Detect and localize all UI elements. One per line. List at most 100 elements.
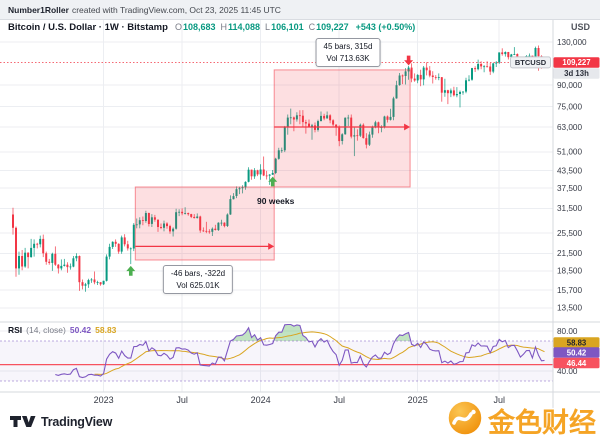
range-label-line: Vol 625.01K	[176, 280, 220, 290]
candle-body	[247, 169, 250, 182]
candle-body	[187, 213, 190, 215]
candle-body	[311, 125, 313, 127]
candle-body	[365, 138, 368, 145]
candle-body	[166, 223, 168, 227]
candle-body	[226, 214, 229, 226]
time-axis-label: 2023	[94, 395, 114, 405]
marker-arrow-up	[268, 176, 278, 187]
candle-body	[347, 117, 350, 119]
rsi-legend: RSI (14, close) 50.42 58.83	[8, 325, 116, 335]
candle-body	[87, 280, 90, 285]
candle-body	[274, 158, 277, 173]
candle-body	[150, 217, 153, 224]
candle-body	[211, 228, 214, 232]
attribution-username: Number1Roller	[8, 4, 69, 15]
candle-body	[202, 230, 205, 232]
rsi-badge-text: 46.44	[567, 359, 587, 368]
candle-body	[483, 66, 486, 68]
candle-body	[21, 256, 24, 267]
ohlc-key: C	[308, 22, 316, 32]
candle-body	[93, 279, 96, 283]
candle-body	[250, 169, 253, 177]
symbol-badge-text: BTCUSD	[515, 58, 547, 67]
price-axis-label: 37,500	[557, 184, 582, 193]
candle-body	[39, 238, 42, 245]
ohlc-value: 114,088	[228, 22, 261, 32]
tradingview-logo[interactable]: TradingView	[10, 414, 112, 429]
candle-body	[507, 52, 510, 58]
candle-body	[217, 222, 220, 231]
rsi-band-fill	[0, 341, 553, 381]
ohlc-low: L 106,101	[265, 22, 304, 32]
price-badge	[553, 57, 600, 68]
candle-body	[298, 115, 301, 117]
candle-body	[480, 64, 483, 67]
rsi-ma-line	[94, 331, 545, 375]
ohlc-key: L	[265, 22, 271, 32]
candle-body	[386, 116, 389, 120]
candle-body	[486, 66, 489, 68]
range-label-line: Vol 713.63K	[326, 53, 370, 63]
candle-body	[238, 188, 241, 190]
candle-body	[401, 75, 404, 77]
candle-body	[389, 116, 392, 120]
candle-body	[359, 124, 362, 136]
candle-body	[75, 256, 78, 259]
candle-body	[36, 243, 39, 245]
candle-body	[510, 54, 513, 58]
time-axis-label: Jul	[176, 395, 188, 405]
rsi-legend-value: 50.42	[69, 325, 92, 335]
candle-body	[289, 117, 292, 119]
price-axis-label: 18,500	[557, 267, 582, 276]
candle-body	[326, 115, 329, 119]
price-axis-label: 75,000	[557, 102, 582, 111]
candle-body	[229, 199, 232, 215]
candle-body	[425, 67, 428, 71]
price-axis-label: 63,000	[557, 123, 582, 132]
candle-body	[144, 213, 147, 221]
candle-body	[175, 212, 178, 229]
price-axis-label: 90,000	[557, 81, 582, 90]
candle-body	[498, 52, 501, 63]
candle-body	[277, 150, 280, 159]
rsi-axis-label: 40.00	[557, 367, 578, 376]
candle-body	[135, 224, 138, 226]
candle-body	[338, 127, 341, 142]
candle-body	[138, 220, 141, 225]
candle-body	[27, 252, 30, 258]
ohlc-high: H 114,088	[221, 22, 261, 32]
ohlc-open: O 108,683	[175, 22, 216, 32]
watermark-jinse-finance: 金色财经	[447, 400, 596, 441]
candle-body	[15, 227, 17, 269]
candle-body	[235, 189, 238, 196]
candle-body	[214, 228, 217, 230]
candle-body	[63, 264, 66, 266]
candle-body	[356, 135, 359, 137]
candle-body	[516, 54, 519, 58]
candle-body	[232, 196, 235, 200]
candle-body	[371, 126, 374, 135]
candle-body	[190, 214, 193, 217]
candle-body	[280, 150, 283, 152]
range-arrow-head	[268, 243, 275, 250]
candle-body	[84, 284, 87, 286]
candle-body	[301, 115, 304, 123]
candle-body	[265, 175, 268, 177]
rsi-legend-name: RSI	[8, 325, 23, 335]
candle-body	[268, 174, 271, 176]
candle-body	[443, 90, 446, 93]
attribution-text: created with TradingView.com, Oct 23, 20…	[71, 4, 281, 15]
candle-body	[374, 122, 377, 127]
candle-body	[368, 134, 371, 145]
candle-body	[304, 122, 307, 124]
ohlc-value: 108,683	[182, 22, 216, 32]
chart-text-annotation: 90 weeks	[257, 196, 295, 207]
symbol-badge	[510, 56, 551, 69]
candle-body	[81, 282, 84, 286]
candle-body	[90, 279, 93, 281]
candle-body	[256, 170, 259, 175]
candle-body	[147, 213, 150, 224]
range-box	[273, 69, 411, 188]
time-axis-label: 2024	[251, 395, 271, 405]
ohlc-close: C 109,227	[309, 22, 349, 32]
